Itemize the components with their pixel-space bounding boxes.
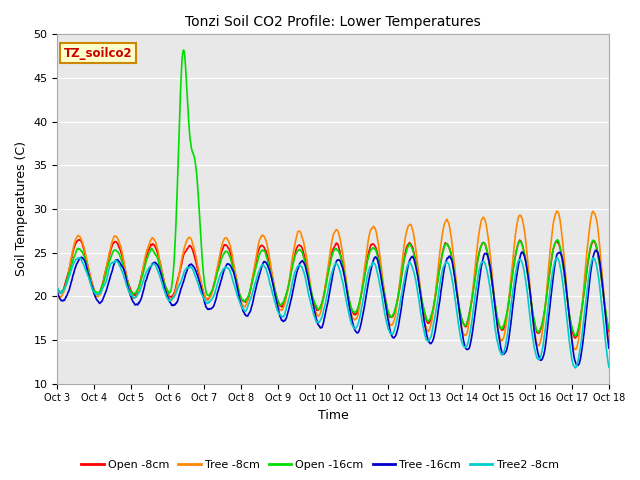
X-axis label: Time: Time xyxy=(318,409,349,422)
Text: TZ_soilco2: TZ_soilco2 xyxy=(64,47,132,60)
Legend: Open -8cm, Tree -8cm, Open -16cm, Tree -16cm, Tree2 -8cm: Open -8cm, Tree -8cm, Open -16cm, Tree -… xyxy=(77,456,563,474)
Title: Tonzi Soil CO2 Profile: Lower Temperatures: Tonzi Soil CO2 Profile: Lower Temperatur… xyxy=(185,15,481,29)
Y-axis label: Soil Temperatures (C): Soil Temperatures (C) xyxy=(15,142,28,276)
